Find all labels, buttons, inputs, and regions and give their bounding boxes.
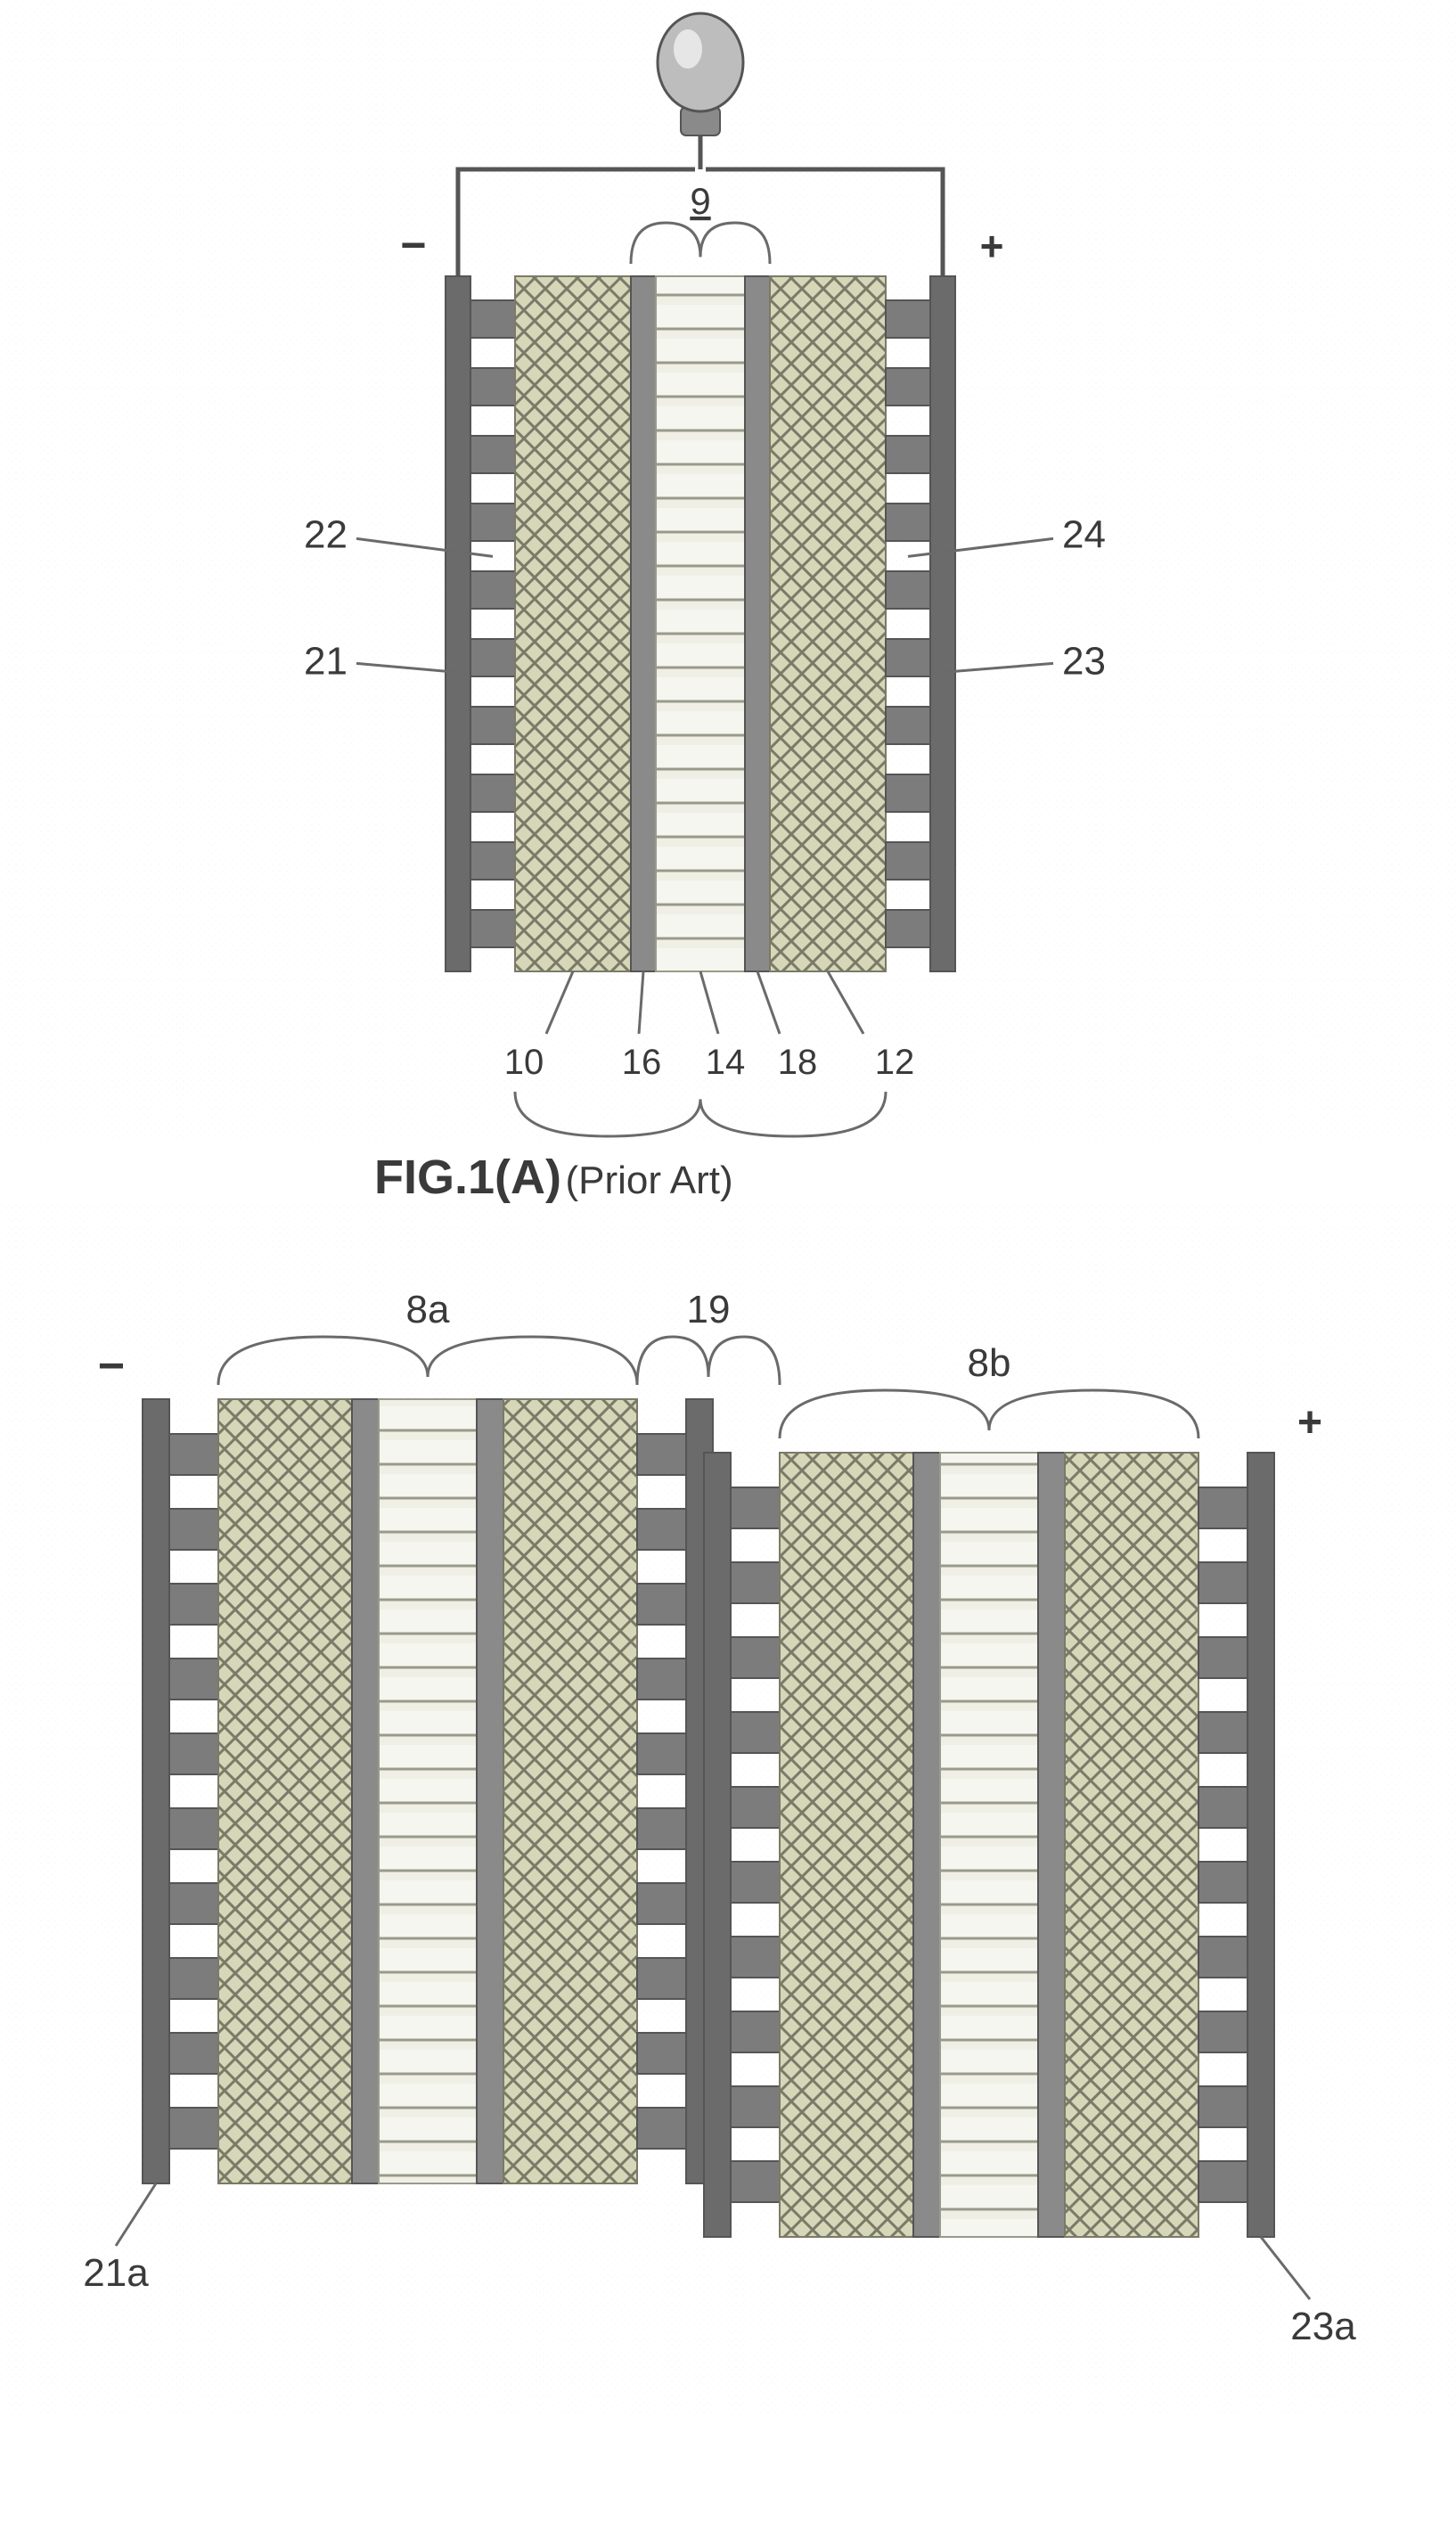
fig-a-label: FIG.1(A) (Prior Art) bbox=[374, 1150, 733, 1205]
svg-text:12: 12 bbox=[875, 1043, 915, 1082]
fig-b-svg: − +8a 19 8b 21a 23a bbox=[0, 1203, 1456, 2415]
svg-text:23: 23 bbox=[1062, 639, 1106, 683]
svg-text:10: 10 bbox=[504, 1043, 544, 1082]
svg-text:−: − bbox=[400, 220, 426, 270]
svg-text:16: 16 bbox=[622, 1043, 662, 1082]
page: FIG.1(A) (Prior Art) FIG.1(B) (prior art… bbox=[0, 0, 1456, 2531]
svg-text:23a: 23a bbox=[1290, 2305, 1356, 2348]
svg-text:18: 18 bbox=[778, 1043, 818, 1082]
svg-text:+: + bbox=[1297, 1399, 1322, 1446]
svg-text:19: 19 bbox=[687, 1288, 731, 1331]
svg-text:−: − bbox=[98, 1340, 125, 1392]
svg-text:8b: 8b bbox=[968, 1341, 1011, 1385]
svg-text:22: 22 bbox=[304, 512, 348, 556]
svg-text:+: + bbox=[980, 223, 1004, 269]
svg-text:9: 9 bbox=[690, 180, 710, 222]
svg-text:21a: 21a bbox=[83, 2251, 149, 2295]
svg-text:14: 14 bbox=[706, 1043, 746, 1082]
svg-text:8a: 8a bbox=[406, 1288, 450, 1331]
svg-text:21: 21 bbox=[304, 639, 348, 683]
svg-text:24: 24 bbox=[1062, 512, 1106, 556]
fig-a-svg: −+92221242310161418128 bbox=[0, 0, 1456, 1141]
